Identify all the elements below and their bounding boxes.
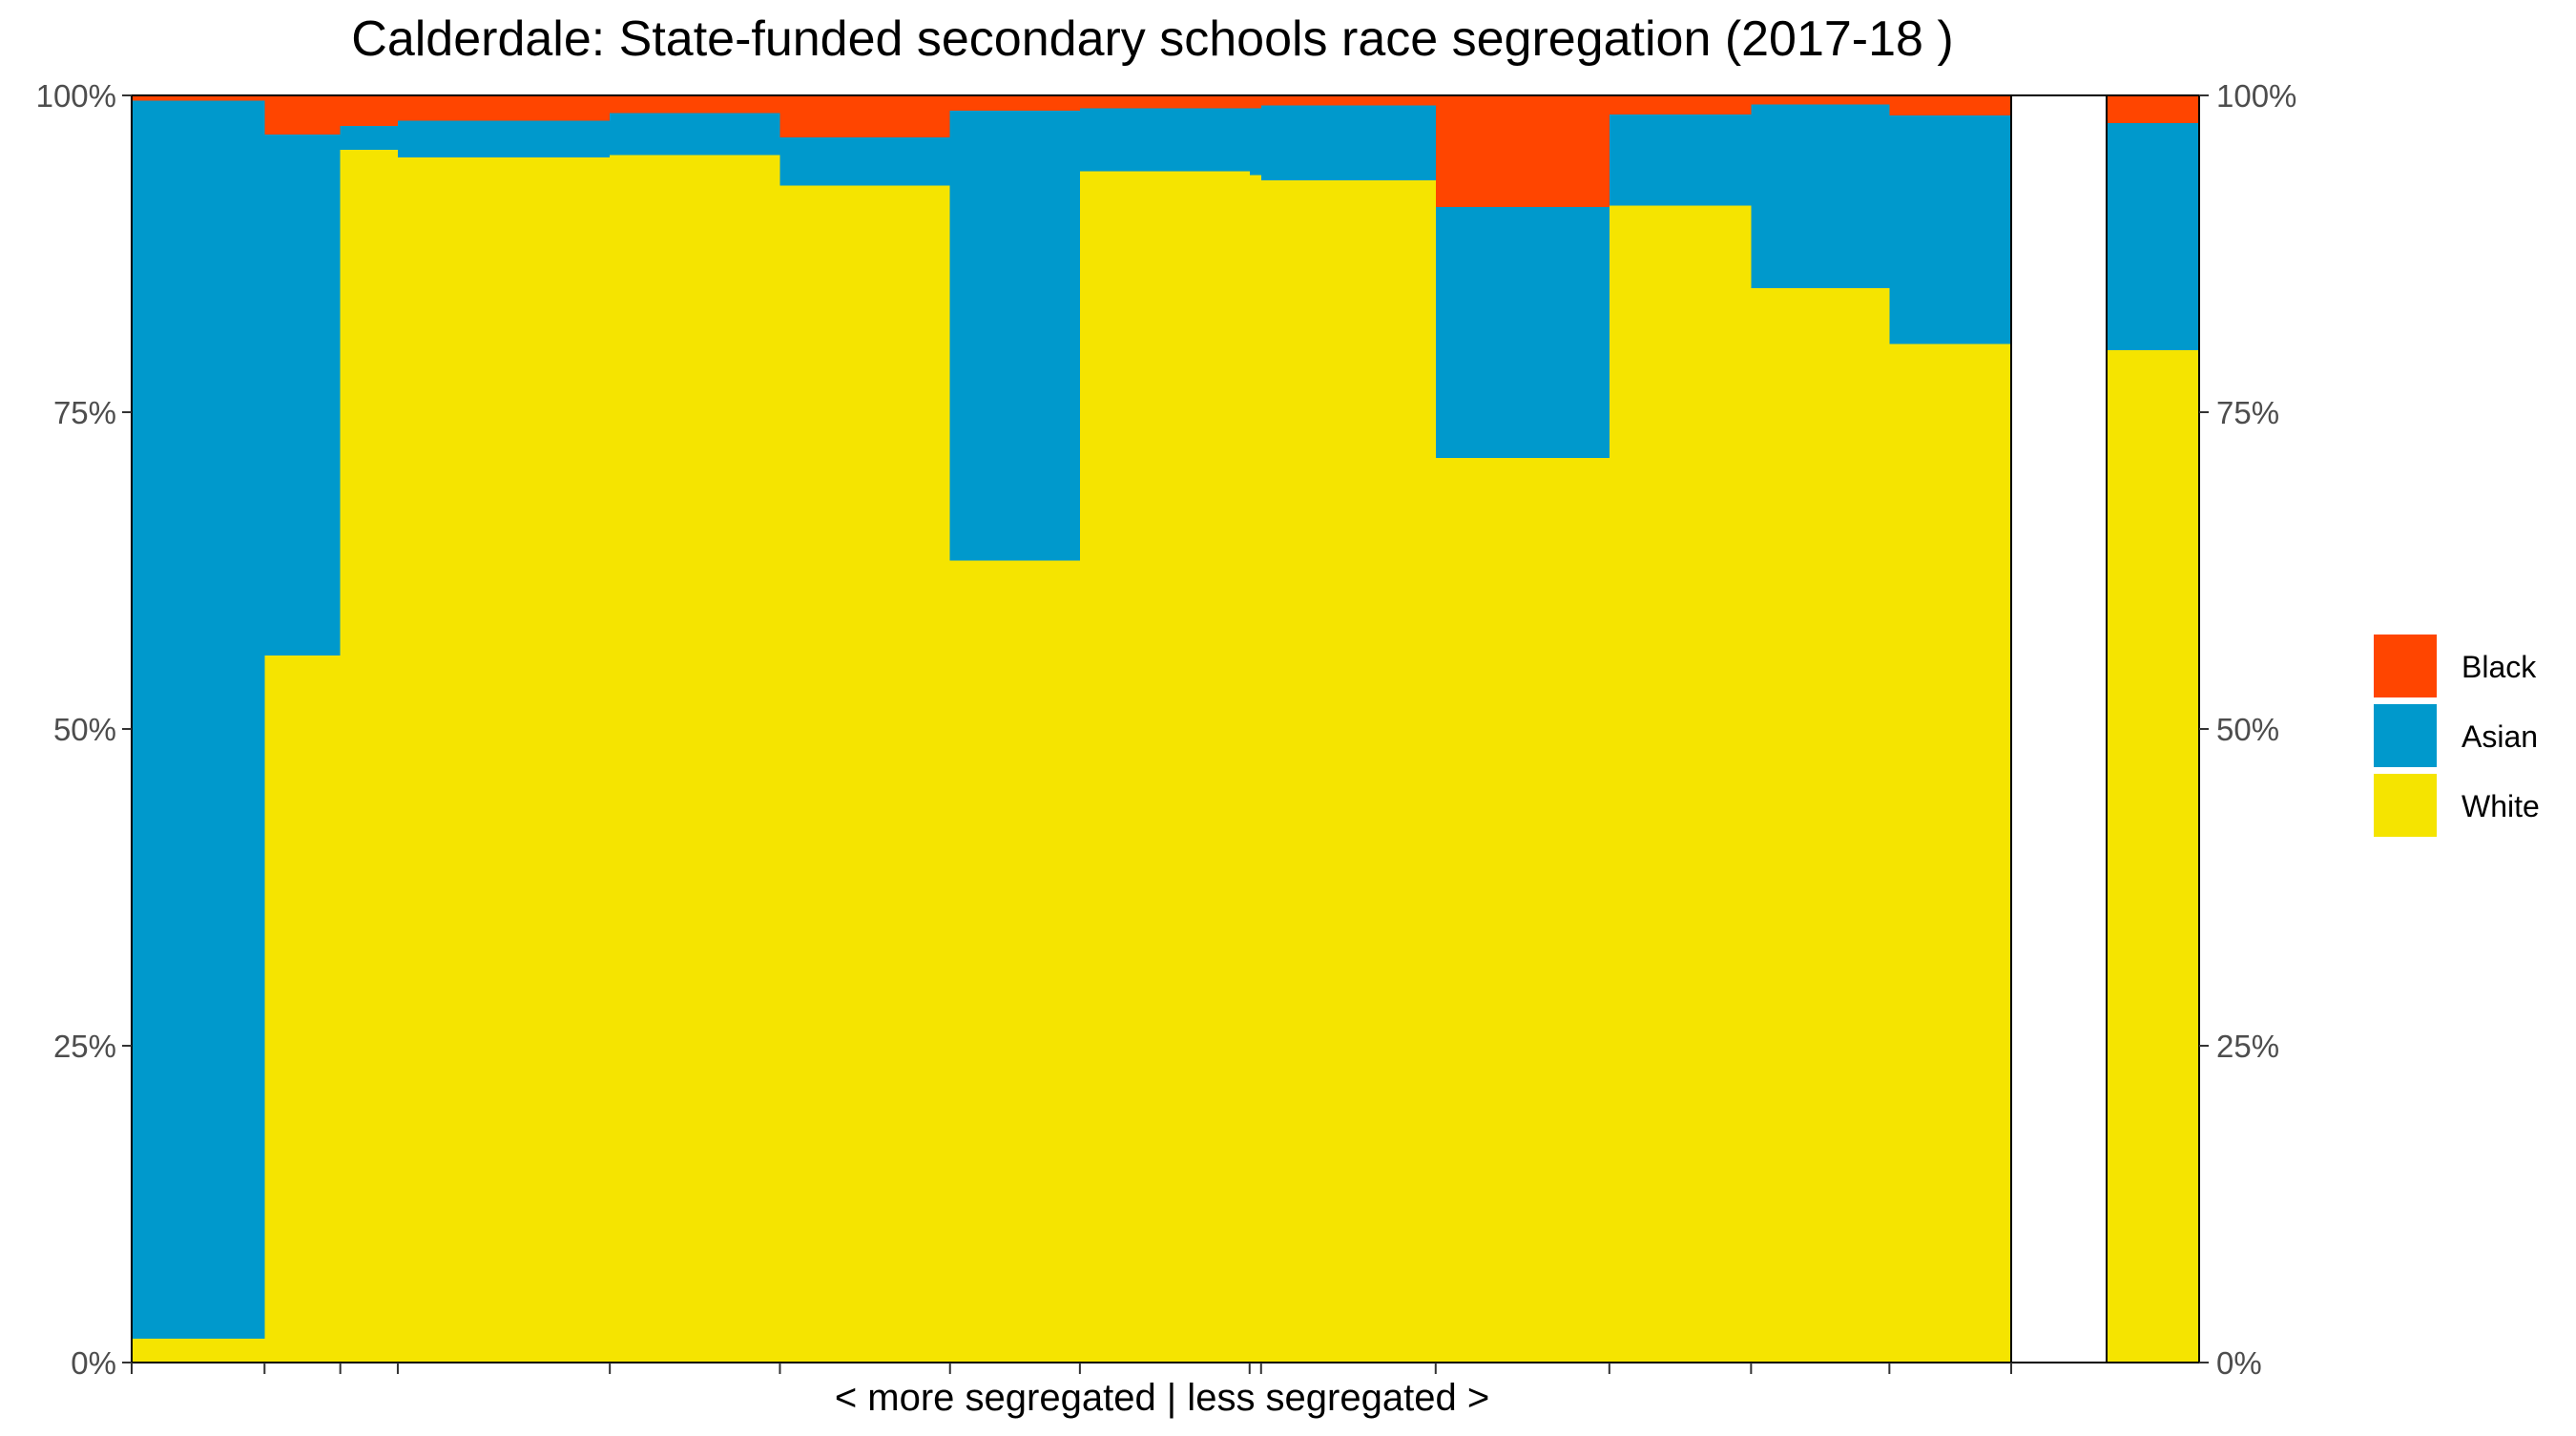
bar-segment-school-14-asian (1889, 115, 2011, 344)
bar-segment-school-3-black (340, 95, 398, 126)
bar-segment-school-14-black (1889, 95, 2011, 116)
bar-segment-school-5-white (610, 155, 780, 1363)
bar-segment-school-6-white (779, 185, 950, 1363)
bar-segment-school-10-white (1260, 179, 1436, 1363)
bar-segment-overall-white (2107, 349, 2199, 1363)
y-tick-label-left: 100% (36, 78, 116, 114)
y-tick-label-right: 25% (2216, 1029, 2279, 1064)
overall-panel-bars (2107, 95, 2199, 1363)
y-tick-label-right: 100% (2216, 78, 2296, 114)
bar-segment-school-8-asian (1079, 108, 1250, 172)
legend-label-black: Black (2462, 650, 2537, 684)
bar-segment-school-6-asian (779, 136, 950, 186)
bar-segment-school-2-white (264, 655, 341, 1363)
bar-segment-overall-asian (2107, 123, 2199, 350)
bar-segment-school-6-black (779, 95, 950, 137)
x-axis-title: < more segregated | less segregated > (835, 1377, 1489, 1419)
bar-segment-school-1-white (132, 1338, 265, 1363)
bar-segment-school-13-asian (1751, 104, 1890, 288)
bar-segment-school-13-white (1751, 287, 1890, 1363)
y-tick-label-left: 0% (71, 1345, 116, 1381)
y-tick-label-right: 75% (2216, 395, 2279, 430)
bar-segment-school-8-black (1079, 95, 1250, 109)
bar-segment-school-11-asian (1435, 206, 1610, 458)
y-tick-label-right: 50% (2216, 712, 2279, 747)
bar-segment-school-4-asian (397, 120, 611, 158)
main-panel-bars (132, 95, 2011, 1363)
bar-segment-school-11-black (1435, 95, 1610, 207)
bar-segment-school-12-asian (1609, 114, 1752, 206)
bar-segment-school-5-black (610, 95, 780, 114)
bar-segment-school-14-white (1889, 343, 2011, 1363)
panel-gap (2010, 94, 2108, 1363)
bar-segment-school-1-asian (132, 100, 265, 1339)
bar-segment-school-8-white (1079, 171, 1250, 1363)
bar-segment-school-7-black (949, 95, 1080, 111)
bar-segment-school-10-asian (1260, 105, 1436, 180)
bar-segment-school-12-white (1609, 205, 1752, 1363)
bar-segment-overall-black (2107, 95, 2199, 124)
bar-segment-school-5-asian (610, 113, 780, 156)
legend-key-black (2374, 635, 2437, 697)
bar-segment-school-12-black (1609, 95, 1752, 114)
bar-segment-school-13-black (1751, 95, 1890, 105)
bar-segment-school-4-white (397, 157, 611, 1363)
y-tick-label-right: 0% (2216, 1345, 2262, 1381)
chart-title: Calderdale: State-funded secondary schoo… (351, 11, 1953, 67)
legend-label-asian: Asian (2462, 719, 2538, 754)
legend-key-white (2374, 774, 2437, 837)
bar-segment-school-9-asian (1249, 108, 1261, 176)
bar-segment-school-1-black (132, 95, 265, 101)
axes: 0% 0% 25% 25% 50% 50% 75% 75% 100% 100% (36, 78, 2297, 1381)
bar-segment-school-10-black (1260, 95, 1436, 106)
bar-segment-school-7-asian (949, 110, 1080, 561)
bar-segment-school-3-asian (340, 125, 398, 151)
bar-segment-school-2-asian (264, 135, 341, 656)
legend-key-asian (2374, 704, 2437, 767)
bar-segment-school-3-white (340, 150, 398, 1363)
bar-segment-school-9-black (1249, 95, 1261, 109)
bar-segment-school-2-black (264, 95, 341, 135)
legend: Black Asian White (2374, 635, 2540, 837)
bar-segment-school-7-white (949, 560, 1080, 1363)
bar-segment-school-4-black (397, 95, 611, 121)
legend-label-white: White (2462, 789, 2540, 823)
bar-segment-school-9-white (1249, 175, 1261, 1363)
y-tick-label-left: 50% (53, 712, 116, 747)
y-tick-label-left: 75% (53, 395, 116, 430)
y-tick-label-left: 25% (53, 1029, 116, 1064)
bar-segment-school-11-white (1435, 457, 1610, 1363)
